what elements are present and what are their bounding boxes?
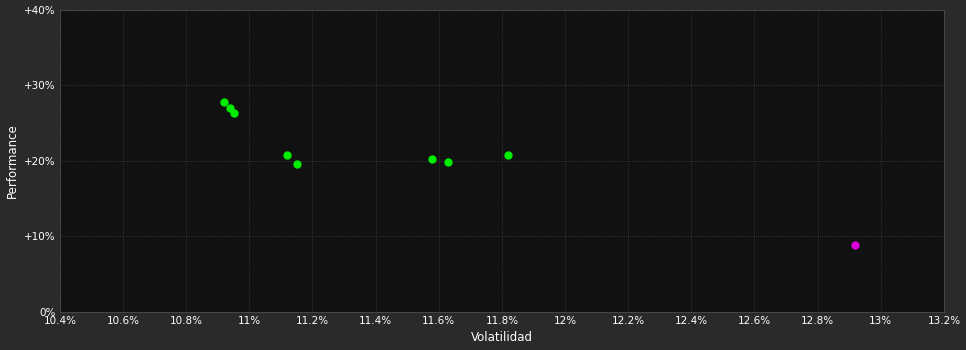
Point — [216, 99, 232, 105]
Point — [289, 161, 304, 167]
X-axis label: Volatilidad: Volatilidad — [470, 331, 533, 344]
Point — [425, 156, 440, 162]
Y-axis label: Performance: Performance — [6, 123, 18, 198]
Point — [440, 159, 456, 165]
Point — [500, 152, 516, 158]
Point — [226, 110, 242, 116]
Point — [279, 153, 295, 158]
Point — [222, 105, 238, 111]
Point — [848, 243, 864, 248]
